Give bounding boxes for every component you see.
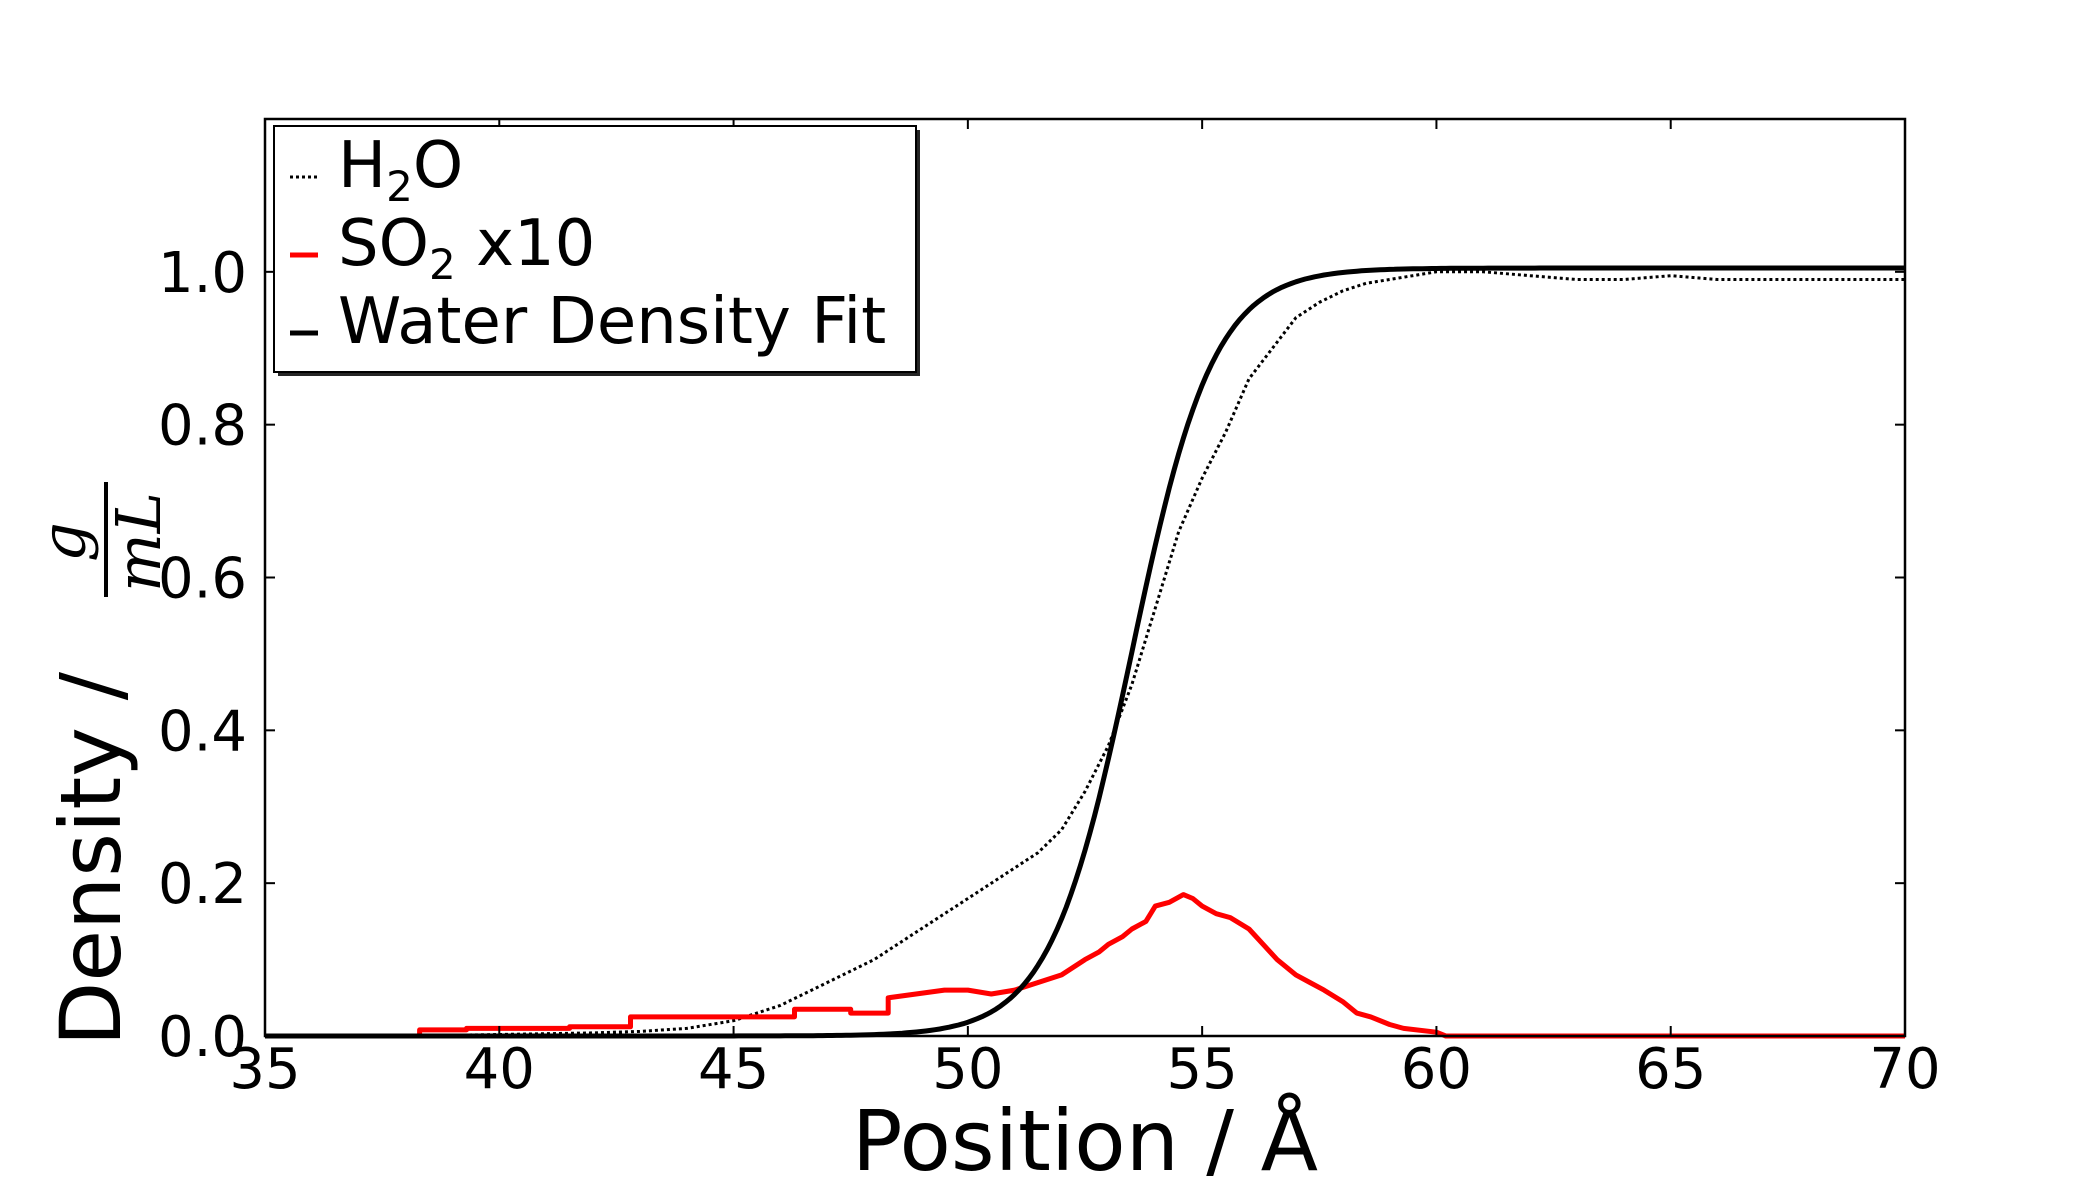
y-axis-title: Density / [42, 671, 140, 1046]
x-tick-label: 70 [1869, 1037, 1940, 1102]
x-tick-label: 60 [1401, 1037, 1472, 1102]
tick-layer: 35 40 45 50 55 60 65 70 0.0 0.2 0.4 0.6 0.8 1.0 [158, 119, 1941, 1102]
x-tick-label: 45 [698, 1037, 769, 1102]
legend-label-2: Water Density Fit [338, 285, 886, 359]
y-tick-label: 1.0 [158, 241, 247, 306]
y-axis-unit-denominator: mL [102, 492, 175, 592]
y-tick-label: 0.8 [158, 394, 247, 459]
y-axis-title-group: Density / g mL [27, 482, 175, 1046]
y-tick-label: 0.2 [158, 852, 247, 917]
x-tick-label: 55 [1167, 1037, 1238, 1102]
x-axis-title: Position / Å [852, 1091, 1318, 1176]
legend-box [273, 125, 917, 373]
x-tick-label: 40 [464, 1037, 535, 1102]
series-line-0 [265, 270, 1905, 1038]
x-tick-label: 65 [1635, 1037, 1706, 1102]
legend-label-1: SO2 x10 [338, 207, 595, 289]
x-tick-label: 50 [932, 1037, 1003, 1102]
y-tick-label: 0.4 [158, 699, 247, 764]
x-tick-label: 35 [229, 1037, 300, 1102]
y-axis-unit-numerator: g [27, 522, 100, 562]
y-tick-label: 0.6 [158, 547, 247, 612]
y-tick-label: 0.0 [158, 1005, 247, 1070]
legend-label-0: H2O [338, 129, 463, 211]
